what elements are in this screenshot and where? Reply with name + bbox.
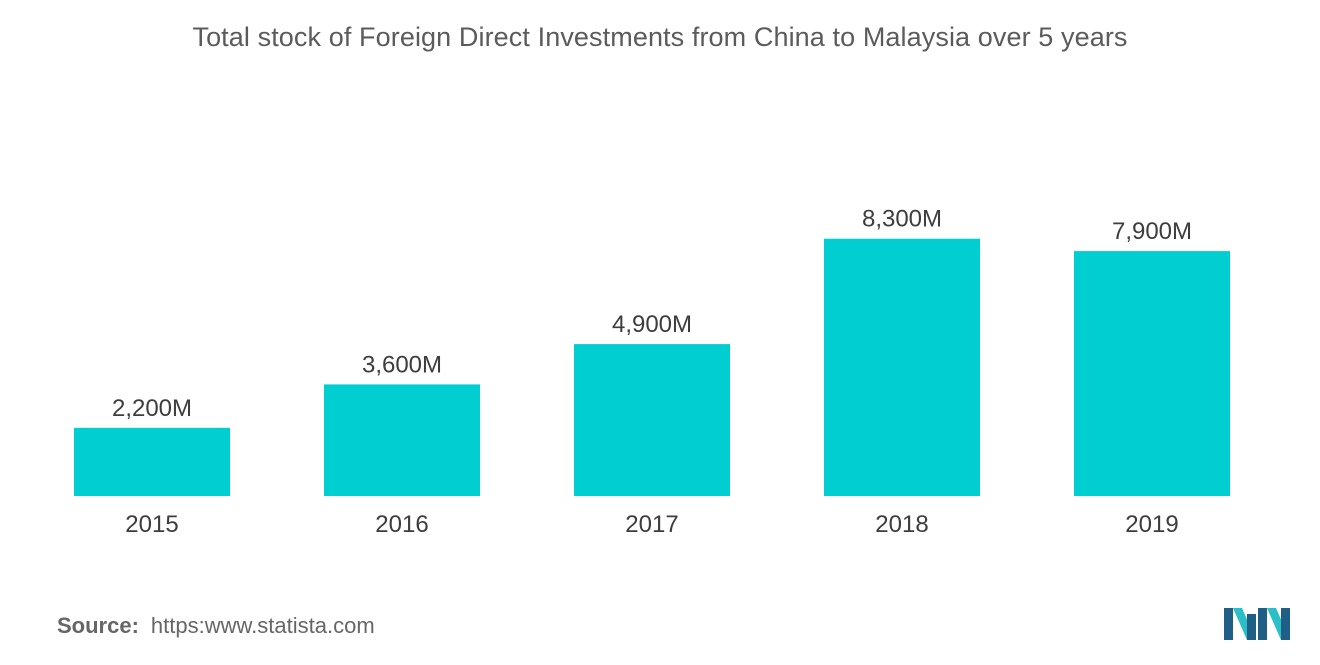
logo-bar-2 [1247,614,1256,640]
source-label: Source: [57,613,139,638]
x-tick-label-2019: 2019 [1125,511,1178,538]
x-tick-label-2018: 2018 [875,511,928,538]
data-label-2015: 2,200M [112,395,192,422]
logo-bar-3 [1258,608,1267,640]
data-label-2017: 4,900M [612,311,692,338]
bar-chart: 2,200M 2015 3,600M 2016 4,900M 2017 8,300M 2018… [74,206,1230,538]
bar-2016 [324,384,480,496]
chart-title: Total stock of Foreign Direct Investment… [192,22,1128,52]
source-url: https:www.statista.com [150,613,375,638]
bar-2018 [824,238,980,496]
x-tick-label-2015: 2015 [125,511,178,538]
mordor-intelligence-logo-icon [1224,608,1290,640]
x-tick-label-2016: 2016 [375,511,428,538]
logo-bar-4 [1281,608,1290,640]
bar-2015 [74,427,230,496]
data-label-2016: 3,600M [362,351,442,378]
source-line: Source: https:www.statista.com [57,613,375,639]
data-label-2019: 7,900M [1112,218,1192,245]
bar-2017 [574,344,730,496]
bar-2019 [1074,251,1230,496]
logo-bar-1 [1224,608,1233,640]
data-label-2018: 8,300M [862,206,942,233]
x-tick-label-2017: 2017 [625,511,678,538]
